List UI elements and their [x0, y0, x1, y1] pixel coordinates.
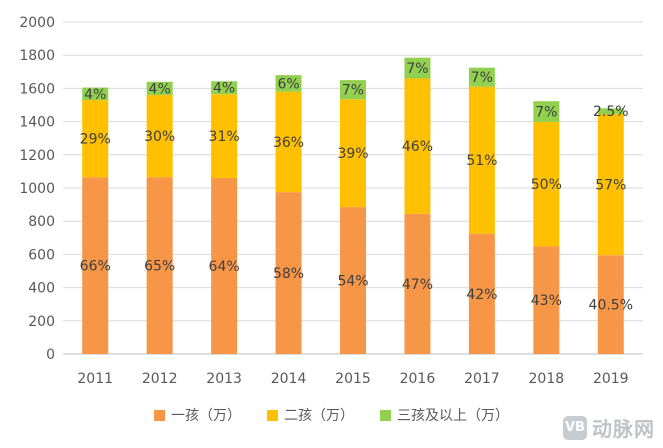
data-label: 7% — [471, 70, 493, 86]
bar-segment — [275, 75, 302, 92]
data-label: 51% — [466, 153, 497, 169]
data-label: 65% — [144, 259, 175, 275]
y-tick-label: 2000 — [19, 15, 55, 31]
data-label: 7% — [535, 105, 557, 121]
x-tick-label: 2012 — [142, 371, 178, 387]
bar-segment — [340, 207, 366, 354]
data-label: 7% — [342, 83, 364, 99]
legend-item-first-child: 一孩（万） — [154, 405, 241, 425]
bar-segment — [340, 99, 366, 208]
y-tick-label: 800 — [28, 214, 55, 230]
x-tick-label: 2018 — [529, 371, 565, 387]
bar-segment — [146, 95, 173, 178]
x-tick-label: 2019 — [593, 371, 629, 387]
legend-swatch-first-child — [154, 409, 165, 421]
x-tick-label: 2011 — [77, 371, 113, 387]
bar-segment — [211, 94, 238, 179]
watermark-logo-icon: VB — [563, 415, 587, 440]
bar-segment — [468, 86, 495, 234]
x-tick-label: 2015 — [335, 371, 371, 387]
data-label: 47% — [402, 277, 433, 293]
bar-segment — [597, 114, 624, 256]
bar-segment — [404, 213, 431, 354]
data-label: 54% — [337, 274, 368, 290]
y-tick-label: 1200 — [19, 148, 55, 164]
y-tick-label: 1800 — [19, 48, 55, 64]
bar-segment — [597, 255, 624, 354]
data-label: 40.5% — [589, 298, 633, 314]
y-tick-label: 1600 — [19, 81, 55, 97]
x-tick-label: 2017 — [464, 371, 500, 387]
bar-segment — [146, 177, 173, 354]
legend-swatch-third-child-plus — [380, 409, 391, 421]
bar-segment — [211, 81, 238, 95]
data-label: 29% — [80, 132, 111, 148]
data-label: 46% — [402, 139, 433, 155]
bar-segment — [404, 78, 431, 214]
bar-segment — [533, 246, 560, 354]
watermark: VB 动脉网 — [563, 413, 655, 442]
data-label: 57% — [595, 178, 626, 194]
watermark-text: 动脉网 — [592, 417, 655, 441]
data-label: 58% — [273, 266, 304, 282]
bar-segment — [82, 100, 109, 178]
y-tick-label: 600 — [28, 247, 55, 263]
x-axis: 2011 2012 2013 2014 2015 2016 2017 2018 2019 — [77, 371, 628, 387]
x-tick-label: 2014 — [271, 371, 307, 387]
y-tick-label: 200 — [28, 314, 55, 330]
data-labels: 66% 29% 4% 65% 30% 4% 64% 31% 4% 58% 36% 6% 54% 39% 7%… — [80, 61, 633, 314]
legend-item-second-child: 二孩（万） — [267, 405, 354, 425]
bar-segment — [468, 233, 495, 354]
bar-segment — [275, 192, 302, 354]
y-tick-label: 1000 — [19, 181, 55, 197]
x-tick-label: 2013 — [206, 371, 242, 387]
data-label: 4% — [84, 87, 106, 103]
bar-segment — [340, 80, 366, 100]
y-tick-label: 0 — [46, 347, 55, 363]
bar-segment — [211, 178, 238, 354]
data-label: 31% — [209, 129, 240, 145]
legend-label-third-child-plus: 三孩及以上（万） — [397, 408, 509, 424]
y-tick-label: 400 — [28, 281, 55, 297]
bar-segment — [533, 121, 560, 247]
data-label: 43% — [531, 293, 562, 309]
bar-segment — [597, 108, 624, 115]
x-tick-label: 2016 — [400, 371, 436, 387]
bar-segment — [275, 91, 302, 193]
legend: 一孩（万） 二孩（万） 三孩及以上（万） — [0, 404, 663, 426]
legend-label-first-child: 一孩（万） — [171, 408, 241, 424]
data-label: 7% — [406, 61, 428, 77]
legend-swatch-second-child — [267, 409, 278, 421]
bar-segment — [468, 67, 495, 87]
bar-segment — [404, 57, 431, 79]
bar-segment — [82, 87, 109, 101]
bar-segment — [82, 177, 109, 354]
bar-segment — [146, 81, 173, 96]
y-tick-label: 1400 — [19, 115, 55, 131]
data-label: 30% — [144, 129, 175, 145]
data-label: 50% — [531, 177, 562, 193]
data-label: 4% — [213, 81, 235, 97]
data-label: 4% — [149, 81, 171, 97]
data-label: 2.5% — [593, 104, 629, 120]
legend-item-third-child-plus: 三孩及以上（万） — [380, 405, 509, 425]
data-label: 6% — [277, 76, 299, 92]
bars — [82, 57, 624, 354]
data-label: 36% — [273, 135, 304, 151]
legend-label-second-child: 二孩（万） — [284, 408, 354, 424]
data-label: 64% — [209, 259, 240, 275]
y-axis: 0 200 400 600 800 1000 1200 1400 1600 1800 2000 — [19, 15, 55, 363]
bar-segment — [533, 101, 560, 122]
data-label: 42% — [466, 287, 497, 303]
data-label: 66% — [80, 259, 111, 275]
data-label: 39% — [337, 146, 368, 162]
